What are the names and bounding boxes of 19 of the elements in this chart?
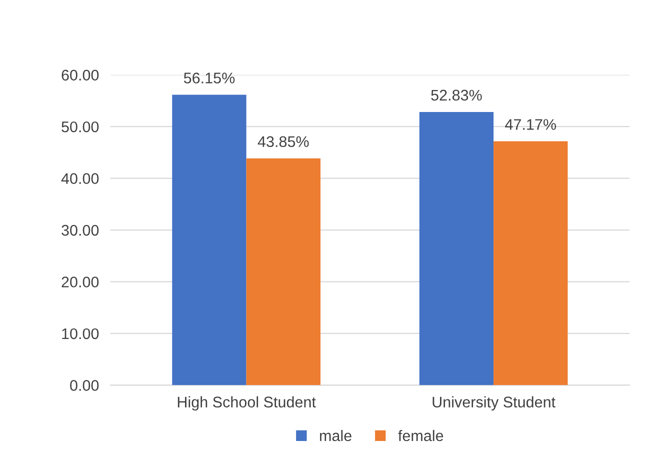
- y-tick-label: 10.00: [62, 328, 99, 340]
- y-tick-label: 60.00: [62, 70, 99, 81]
- bar: [494, 141, 568, 386]
- y-tick-label: 50.00: [62, 121, 99, 132]
- y-tick-label: 30.00: [62, 224, 99, 236]
- data-label: 52.83%: [431, 90, 482, 101]
- x-tick-label: University Student: [432, 396, 556, 411]
- data-label: 56.15%: [184, 72, 235, 84]
- y-tick-label: 20.00: [62, 276, 99, 288]
- y-tick-label: 40.00: [61, 173, 99, 184]
- data-label: 43.85%: [258, 136, 309, 148]
- legend-label: male: [320, 430, 352, 442]
- bar: [246, 158, 320, 386]
- bar: [419, 112, 494, 386]
- bar: [172, 94, 246, 386]
- x-tick-label: High School Student: [178, 396, 316, 411]
- data-label: 47.17%: [505, 119, 556, 130]
- y-tick-label: 0.00: [70, 380, 99, 391]
- legend-label: female: [398, 430, 444, 442]
